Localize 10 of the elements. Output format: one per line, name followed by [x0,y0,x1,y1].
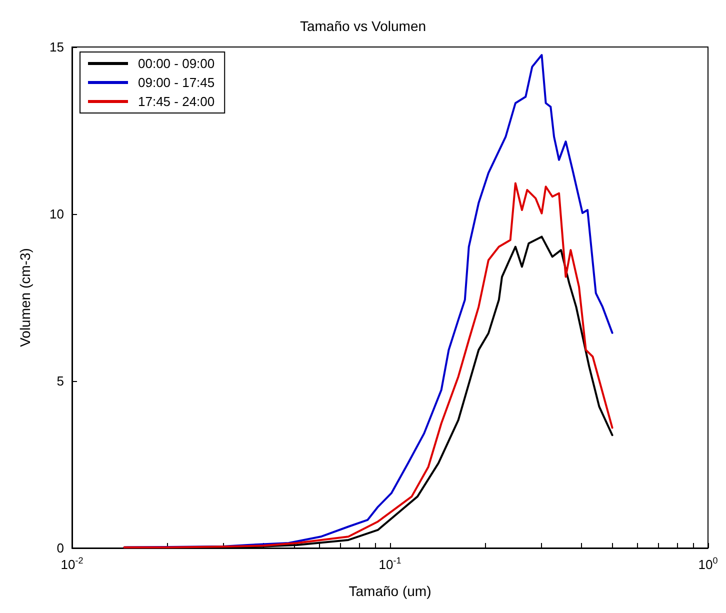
y-tick-label: 0 [56,540,64,556]
chart-title: Tamaño vs Volumen [300,18,426,34]
y-axis-title: Volumen (cm-3) [17,248,33,347]
y-tick-label: 5 [56,374,64,388]
x-axis-title: Tamaño (um) [348,583,432,599]
legend-label: 17:45 - 24:00 [138,94,215,109]
legend-label: 00:00 - 09:00 [138,56,215,71]
legend-label: 09:00 - 17:45 [138,75,215,90]
y-tick-label: 10 [50,206,64,222]
y-tick-label: 15 [50,40,64,54]
